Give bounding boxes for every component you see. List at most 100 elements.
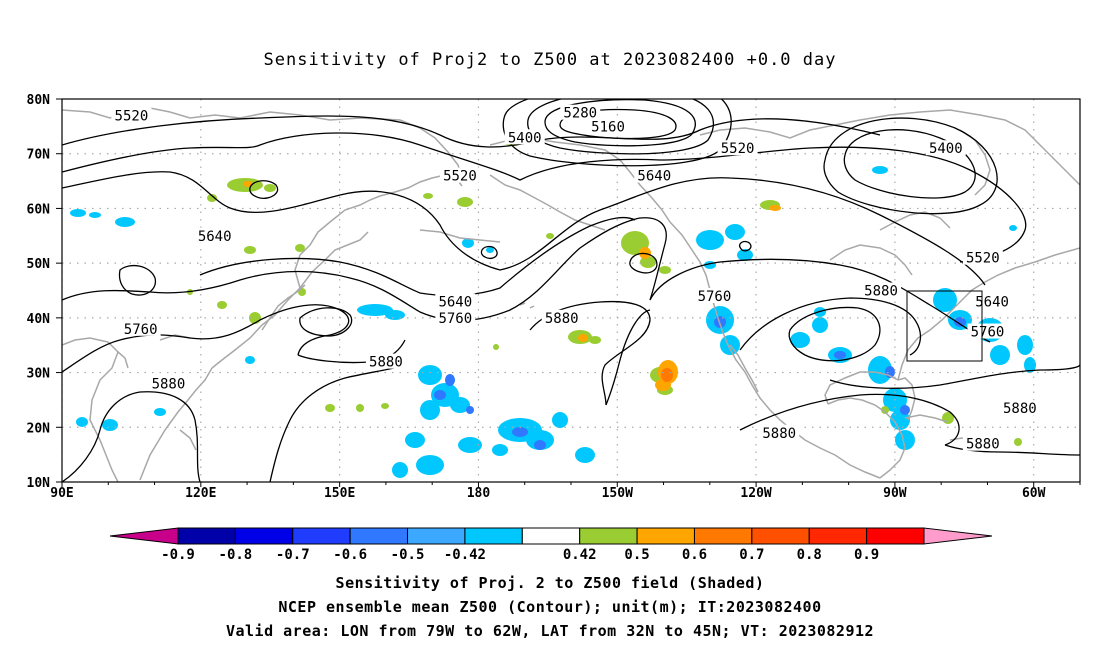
contour-label: 5640: [637, 169, 671, 185]
colorbar-label: 0.42: [563, 547, 597, 563]
coastline: [904, 414, 949, 423]
contour-label: 5880: [762, 426, 796, 442]
lat-tick-label: 50N: [27, 257, 51, 272]
lon-tick-label: 90E: [50, 486, 73, 501]
sensitivity-shading: [70, 140, 1036, 478]
sensitivity-patch: [89, 212, 101, 218]
sensitivity-patch: [457, 197, 473, 207]
sensitivity-patch: [416, 455, 444, 475]
z500-contour: [739, 297, 922, 356]
coastline: [897, 377, 916, 421]
sensitivity-patch: [418, 365, 442, 385]
sensitivity-patch: [954, 317, 966, 327]
colorbar-box: [579, 527, 638, 545]
contour-label: 5880: [966, 437, 1000, 453]
sensitivity-patch: [486, 247, 494, 253]
sensitivity-patch: [575, 447, 595, 463]
sensitivity-patch: [264, 184, 276, 192]
map-title: Sensitivity of Proj2 to Z500 at 20230824…: [263, 50, 837, 70]
sensitivity-patch: [578, 334, 588, 342]
z500-contour: [62, 391, 201, 482]
sensitivity-patch: [492, 444, 508, 456]
coastline: [489, 174, 606, 231]
sensitivity-patch: [466, 406, 474, 414]
z500-contour: [605, 309, 651, 406]
coastline: [519, 302, 526, 306]
lon-tick-label: 120E: [185, 486, 216, 501]
sensitivity-patch: [325, 404, 335, 412]
sensitivity-patch: [868, 356, 892, 384]
colorbar-label: -0.9: [161, 547, 195, 563]
contour-label: 5760: [698, 289, 732, 305]
colorbar: -0.9 -0.8 -0.7 -0.6 -0.5 -0.42 0.42 0.5 0.6 0.7 0.…: [109, 527, 993, 563]
colorbar-label: 0.9: [854, 547, 879, 563]
sensitivity-patch: [458, 437, 482, 453]
sensitivity-patch: [493, 344, 499, 350]
sensitivity-patch: [990, 345, 1010, 365]
lon-tick-label: 90W: [883, 486, 907, 501]
colorbar-high-arrow: [923, 527, 993, 545]
lat-tick-label: 60N: [27, 202, 51, 217]
contour-label: 5880: [152, 377, 186, 393]
coastline: [699, 109, 1080, 186]
caption-line-1: Sensitivity of Proj. 2 to Z500 field (Sh…: [335, 574, 765, 592]
sensitivity-patch: [725, 224, 745, 240]
sensitivity-patch: [154, 408, 166, 416]
sensitivity-patch: [696, 230, 724, 250]
colorbar-box: [866, 527, 925, 545]
sensitivity-patch: [872, 166, 888, 174]
contour-label: 5400: [508, 130, 542, 146]
sensitivity-patch: [445, 374, 455, 386]
z500-contour: [62, 171, 986, 286]
coastline: [829, 244, 913, 276]
coastline: [897, 247, 1080, 381]
caption-line-3: Valid area: LON from 79W to 62W, LAT fro…: [225, 622, 875, 640]
colorbar-label: 0.7: [739, 547, 764, 563]
coastline: [729, 344, 759, 393]
colorbar-label: 0.8: [797, 547, 822, 563]
contour-label: 5520: [966, 251, 1000, 267]
z500-contour: [62, 115, 881, 148]
coastline: [529, 305, 535, 309]
sensitivity-patch: [737, 249, 753, 261]
sensitivity-patch: [834, 351, 846, 359]
sensitivity-patch: [881, 406, 889, 414]
sensitivity-patch: [900, 405, 910, 415]
coastline: [294, 195, 381, 289]
z500-contour: [738, 240, 752, 252]
colorbar-label: -0.5: [391, 547, 425, 563]
z500-contour: [118, 264, 157, 296]
colorbar-box: [177, 527, 236, 545]
contour-label: 5880: [1003, 401, 1037, 417]
sensitivity-patch: [405, 432, 425, 448]
sensitivity-patch: [546, 233, 554, 239]
colorbar-box: [636, 527, 695, 545]
sensitivity-patch: [434, 390, 446, 400]
sensitivity-patch: [357, 304, 393, 316]
lon-tick-label: 60W: [1022, 486, 1046, 501]
coastline: [179, 429, 197, 451]
colorbar-box: [808, 527, 868, 545]
contour-label: 5280: [563, 106, 597, 122]
contour-label: 5880: [545, 311, 579, 327]
colorbar-label: 0.6: [682, 547, 707, 563]
coastline: [139, 367, 213, 481]
contour-label: 5160: [591, 119, 625, 135]
lat-tick-label: 80N: [27, 93, 51, 108]
z500-contour: [649, 258, 991, 343]
coastline: [419, 229, 501, 243]
lat-tick-label: 70N: [27, 148, 51, 163]
sensitivity-patch: [1024, 357, 1036, 373]
sensitivity-patch: [462, 238, 474, 248]
contour-label: 5400: [929, 141, 963, 157]
lat-tick-label: 20N: [27, 421, 51, 436]
coastline: [117, 351, 129, 369]
sensitivity-patch: [1009, 225, 1017, 231]
contour-label: 5640: [198, 229, 232, 245]
sensitivity-patch: [661, 368, 673, 382]
colorbar-box: [292, 527, 351, 545]
z500-contour: [944, 444, 1080, 456]
sensitivity-patch: [295, 244, 305, 252]
